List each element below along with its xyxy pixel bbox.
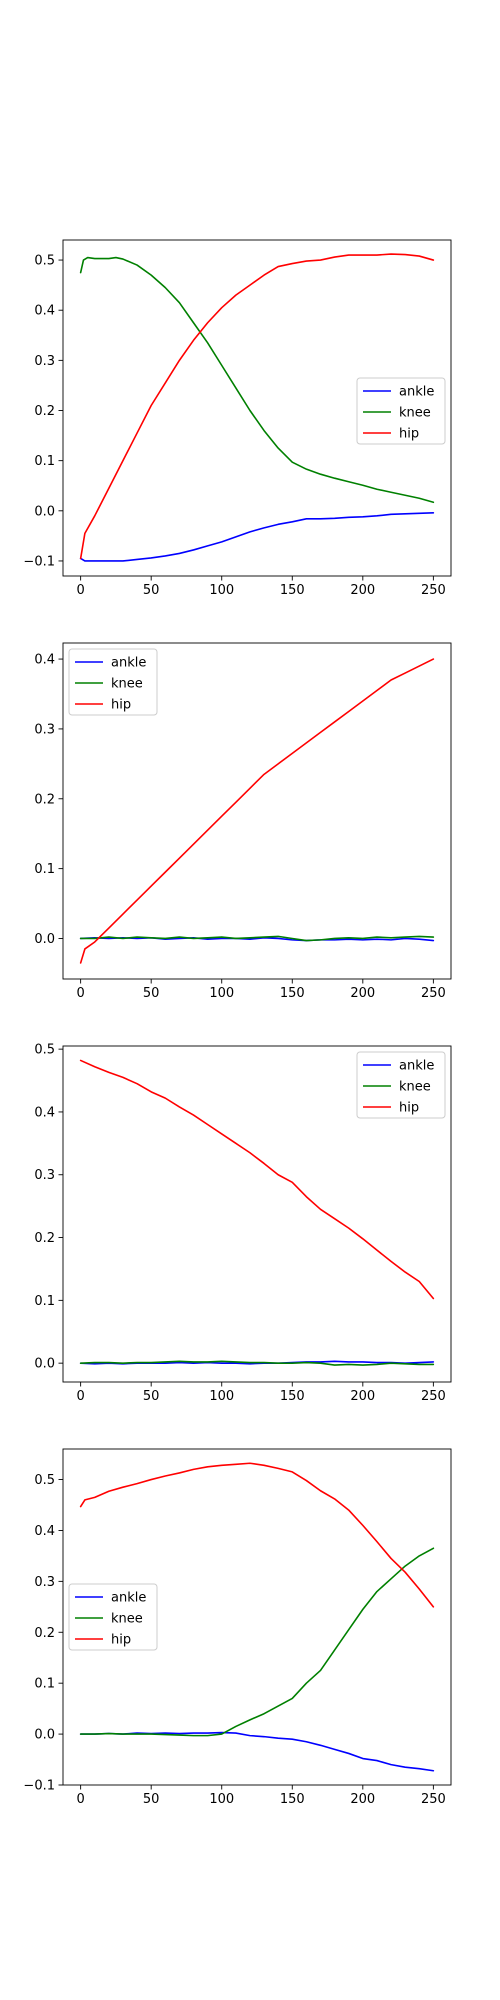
legend-label-knee: knee (111, 1612, 143, 1627)
legend: ankle knee hip (68, 648, 158, 716)
axes-frame (62, 1448, 452, 1786)
y-tick-label: 0.4 (34, 1524, 55, 1539)
legend-label-hip: hip (399, 427, 419, 442)
series-line-knee (79, 256, 435, 504)
x-tick-label: 50 (143, 1389, 160, 1404)
x-tick-label: 100 (209, 986, 234, 1001)
legend-label-knee: knee (399, 406, 431, 421)
y-tick-label: 0.2 (34, 792, 55, 807)
legend-label-ankle: ankle (111, 1591, 146, 1606)
legend-label-ankle: ankle (399, 385, 434, 400)
x-tick-label: 50 (143, 986, 160, 1001)
y-tick-label: 0.4 (34, 304, 55, 319)
y-tick-label: 0.1 (34, 1677, 55, 1692)
legend: ankle knee hip (356, 377, 446, 445)
x-tick-label: 250 (421, 986, 446, 1001)
x-tick-label: 200 (350, 986, 375, 1001)
axes-frame (62, 1045, 452, 1383)
y-tick-label: 0.3 (34, 722, 55, 737)
axes-frame (62, 239, 452, 577)
y-tick-label: 0.3 (34, 354, 55, 369)
x-tick-label: 200 (350, 1792, 375, 1807)
y-tick-label: 0.0 (34, 504, 55, 519)
series-line-knee (79, 935, 435, 942)
series-line-ankle (79, 936, 435, 942)
legend-label-hip: hip (111, 698, 131, 713)
y-tick-label: 0.4 (34, 653, 55, 668)
y-tick-label: 0.0 (34, 1357, 55, 1372)
y-tick-label: 0.0 (34, 1728, 55, 1743)
series-line-ankle (79, 512, 435, 562)
x-tick-label: 0 (76, 986, 84, 1001)
series-line-hip (79, 658, 435, 964)
x-tick-label: 50 (143, 583, 160, 598)
y-tick-label: 0.3 (34, 1575, 55, 1590)
y-tick-label: 0.2 (34, 1626, 55, 1641)
series-line-knee (79, 1360, 435, 1366)
x-tick-label: 200 (350, 583, 375, 598)
series-line-ankle (79, 1731, 435, 1772)
series-line-hip (79, 1059, 435, 1300)
legend-box (356, 1051, 446, 1119)
x-tick-label: 100 (209, 583, 234, 598)
chart-panel-2: 0 50 100 150 200 250 0.0 0.1 0.2 0.3 0.4 ankle knee h… (34, 642, 452, 1001)
x-tick-label: 150 (280, 583, 305, 598)
legend-label-ankle: ankle (111, 656, 146, 671)
series-line-knee (79, 1547, 435, 1737)
y-tick-label: −0.1 (23, 1779, 55, 1794)
x-tick-label: 0 (76, 1792, 84, 1807)
legend-label-knee: knee (111, 677, 143, 692)
y-tick-label: −0.1 (23, 554, 55, 569)
y-tick-label: 0.4 (34, 1105, 55, 1120)
legend-label-hip: hip (399, 1101, 419, 1116)
chart-panel-4: 0 50 100 150 200 250 −0.1 0.0 0.1 0.2 0.3 0.4 0.5 ank… (23, 1448, 452, 1807)
legend: ankle knee hip (356, 1051, 446, 1119)
legend-label-knee: knee (399, 1080, 431, 1095)
legend-box (356, 377, 446, 445)
y-tick-label: 0.5 (34, 1043, 55, 1058)
legend-label-hip: hip (111, 1633, 131, 1648)
y-tick-label: 0.0 (34, 932, 55, 947)
y-tick-label: 0.1 (34, 862, 55, 877)
y-tick-label: 0.1 (34, 454, 55, 469)
series-line-hip (79, 1462, 435, 1608)
x-tick-label: 200 (350, 1389, 375, 1404)
y-tick-label: 0.1 (34, 1294, 55, 1309)
legend-label-ankle: ankle (399, 1059, 434, 1074)
x-tick-label: 50 (143, 1792, 160, 1807)
x-tick-label: 100 (209, 1792, 234, 1807)
axes-frame (62, 642, 452, 980)
x-tick-label: 150 (280, 986, 305, 1001)
chart-panel-3: 0 50 100 150 200 250 0.0 0.1 0.2 0.3 0.4 0.5 ankle kn… (34, 1043, 452, 1404)
x-tick-label: 100 (209, 1389, 234, 1404)
legend: ankle knee hip (68, 1583, 158, 1651)
y-tick-label: 0.2 (34, 404, 55, 419)
y-tick-label: 0.3 (34, 1168, 55, 1183)
chart-panel-1: 0 50 100 150 200 250 −0.1 0.0 0.1 0.2 0.3 0.4 0.5 ank… (23, 239, 452, 598)
y-tick-label: 0.5 (34, 254, 55, 269)
y-tick-label: 0.5 (34, 1473, 55, 1488)
y-tick-label: 0.2 (34, 1231, 55, 1246)
series-line-hip (79, 253, 435, 560)
x-tick-label: 150 (280, 1389, 305, 1404)
legend-box (68, 648, 158, 716)
x-tick-label: 250 (421, 583, 446, 598)
x-tick-label: 0 (76, 1389, 84, 1404)
legend-box (68, 1583, 158, 1651)
x-tick-label: 0 (76, 583, 84, 598)
x-tick-label: 250 (421, 1792, 446, 1807)
x-tick-label: 250 (421, 1389, 446, 1404)
x-tick-label: 150 (280, 1792, 305, 1807)
